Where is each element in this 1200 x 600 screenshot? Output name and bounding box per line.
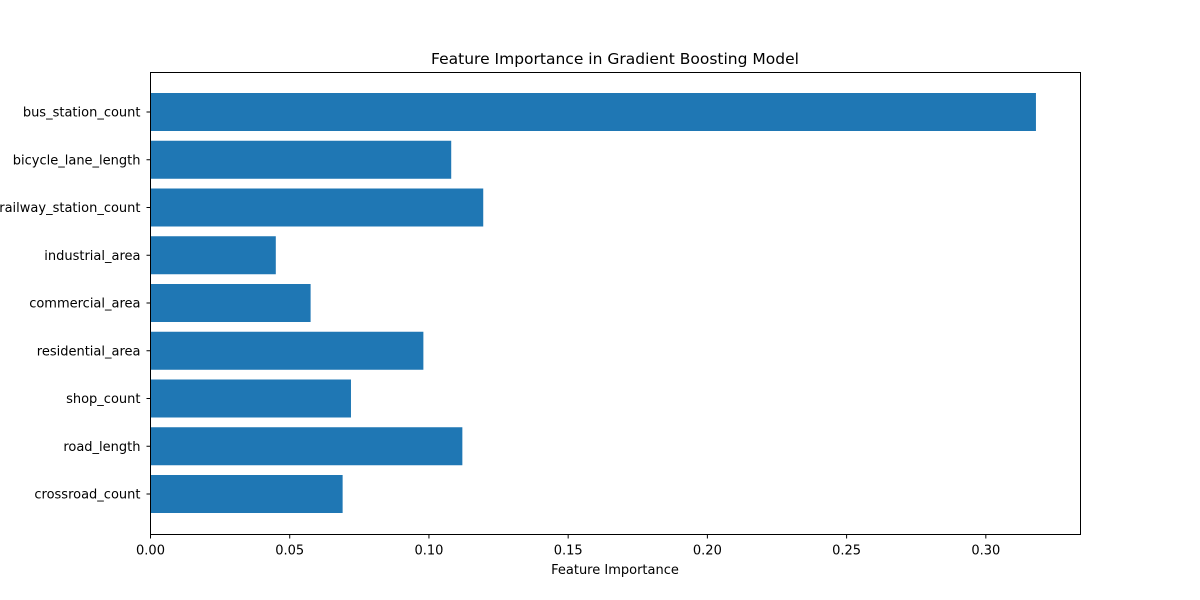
y-tick-label: shop_count [66, 392, 140, 407]
bar-railway-station-count [150, 188, 484, 227]
bar-industrial-area [150, 236, 276, 275]
x-tick-label: 0.10 [414, 544, 443, 559]
chart-title: Feature Importance in Gradient Boosting … [431, 50, 799, 68]
y-tick-label: railway_station_count [0, 201, 141, 216]
x-tick-label: 0.05 [275, 544, 304, 559]
bar-commercial-area [150, 284, 311, 322]
bars-layer [150, 93, 1036, 513]
bar-residential-area [150, 331, 424, 370]
x-axis-ticks: 0.00 0.05 0.10 0.15 0.20 0.25 0.30 [136, 534, 1000, 559]
bar-bus-station-count [150, 93, 1036, 131]
y-tick-label: residential_area [37, 344, 141, 359]
y-tick-label: bicycle_lane_length [13, 153, 141, 168]
y-axis-ticks: bus_station_count bicycle_lane_lengthrail… [0, 106, 151, 503]
bar-bicycle-lane-length [150, 140, 452, 179]
y-tick-label: crossroad_count [34, 488, 140, 503]
x-tick-label: 0.25 [832, 544, 861, 559]
bar-crossroad-count [150, 475, 343, 513]
x-tick-label: 0.15 [554, 544, 583, 559]
x-tick-label: 0.00 [136, 544, 165, 559]
y-tick-label: road_length [63, 440, 140, 455]
y-tick-label: industrial_area [44, 249, 140, 264]
y-tick-label: bus_station_count [23, 106, 141, 121]
bar-road-length [150, 427, 463, 466]
bar-shop-count [150, 379, 351, 418]
x-tick-label: 0.20 [693, 544, 722, 559]
x-tick-label: 0.30 [971, 544, 1000, 559]
y-tick-label: commercial_area [29, 297, 140, 312]
x-axis-label: Feature Importance [551, 563, 679, 578]
plot-frame [150, 72, 1081, 535]
